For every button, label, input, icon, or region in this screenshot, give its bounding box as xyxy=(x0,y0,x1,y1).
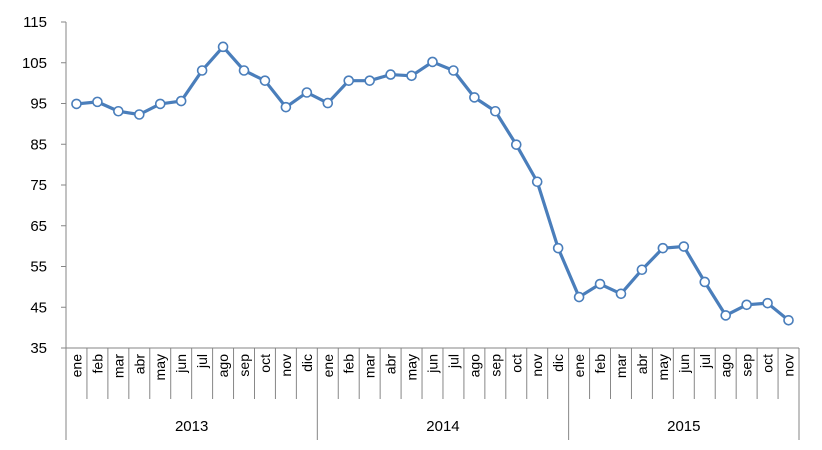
data-point xyxy=(92,96,103,108)
x-tick-label-jul: jul xyxy=(697,354,713,369)
data-point xyxy=(154,98,166,110)
data-point xyxy=(322,97,334,109)
x-tick-label-mar: mar xyxy=(362,354,378,378)
data-point xyxy=(406,70,417,82)
x-tick-label-ene: ene xyxy=(571,354,587,378)
y-tick-label: 75 xyxy=(30,177,47,194)
x-axis: ene feb mar abr may jun jul ago sep oct nov dic ene f… xyxy=(65,347,800,440)
data-point xyxy=(720,310,732,321)
x-tick-label-oct: oct xyxy=(760,354,776,373)
x-tick-label-feb: feb xyxy=(89,354,105,374)
x-tick-label-jul: jul xyxy=(194,354,210,369)
data-point xyxy=(301,87,313,98)
x-tick-label-oct: oct xyxy=(508,354,524,373)
x-tick-label-may: may xyxy=(404,354,420,380)
x-tick-label-ene: ene xyxy=(320,354,336,378)
x-tick-label-mar: mar xyxy=(110,354,126,378)
data-point xyxy=(573,291,585,303)
y-tick-label: 95 xyxy=(30,96,47,113)
x-tick-label-jul: jul xyxy=(445,354,461,369)
x-tick-label-ago: ago xyxy=(466,354,482,378)
x-tick-label-feb: feb xyxy=(341,354,357,374)
data-point xyxy=(594,278,606,290)
plot-area xyxy=(71,41,794,326)
y-tick-label: 45 xyxy=(30,299,47,316)
data-point xyxy=(762,297,773,309)
data-point xyxy=(783,314,794,326)
x-tick-label-abr: abr xyxy=(634,354,650,375)
y-tick-label: 65 xyxy=(30,218,47,235)
x-tick-label-dic: dic xyxy=(550,354,566,372)
data-point xyxy=(636,264,648,276)
x-tick-label-may: may xyxy=(152,354,168,380)
year-label-2013: 2013 xyxy=(175,418,208,435)
data-point xyxy=(343,75,355,86)
x-tick-label-sep: sep xyxy=(739,354,755,377)
y-tick-label: 85 xyxy=(30,136,47,153)
x-tick-label-jun: jun xyxy=(676,354,692,374)
data-point xyxy=(238,65,250,76)
data-point xyxy=(510,139,522,150)
data-point xyxy=(469,92,480,103)
x-tick-label-feb: feb xyxy=(592,354,608,374)
y-axis: 35 45 55 65 75 85 95 105 115 xyxy=(22,14,67,357)
x-tick-label-ago: ago xyxy=(718,354,734,378)
x-tick-label-ene: ene xyxy=(68,354,84,378)
data-point xyxy=(364,75,375,86)
y-tick-label: 105 xyxy=(22,55,47,72)
x-tick-label-abr: abr xyxy=(383,354,399,375)
x-tick-label-ago: ago xyxy=(215,354,231,378)
data-point xyxy=(531,176,543,188)
x-tick-label-jun: jun xyxy=(425,354,441,374)
data-point xyxy=(699,276,711,288)
data-point xyxy=(134,109,145,120)
series-line xyxy=(74,45,791,322)
data-point xyxy=(259,75,271,86)
data-point xyxy=(427,56,438,68)
data-point xyxy=(113,105,124,117)
x-tick-label-nov: nov xyxy=(781,354,797,377)
data-point xyxy=(615,288,627,300)
data-point xyxy=(175,95,187,107)
x-tick-label-sep: sep xyxy=(236,354,252,377)
y-tick-label: 35 xyxy=(30,340,47,357)
x-tick-label-sep: sep xyxy=(487,354,503,377)
y-tick-label: 115 xyxy=(23,14,47,31)
x-tick-label-abr: abr xyxy=(131,354,147,375)
x-tick-label-jun: jun xyxy=(173,354,189,374)
x-tick-label-nov: nov xyxy=(529,354,545,377)
x-tick-label-oct: oct xyxy=(257,354,273,373)
data-point xyxy=(490,105,501,117)
data-point xyxy=(196,65,208,76)
data-point xyxy=(71,98,82,110)
data-point xyxy=(280,101,292,113)
x-tick-label-mar: mar xyxy=(613,354,629,378)
data-point xyxy=(678,241,690,252)
x-tick-label-nov: nov xyxy=(278,354,294,377)
data-point xyxy=(741,299,752,311)
year-label-2015: 2015 xyxy=(667,418,700,435)
x-tick-label-may: may xyxy=(655,354,671,380)
data-point xyxy=(552,242,564,254)
year-label-2014: 2014 xyxy=(426,418,459,435)
data-point xyxy=(657,242,669,254)
data-point xyxy=(217,41,229,53)
data-point xyxy=(385,69,396,80)
x-tick-label-dic: dic xyxy=(299,354,315,372)
y-tick-label: 55 xyxy=(30,259,47,276)
data-point xyxy=(448,65,459,76)
